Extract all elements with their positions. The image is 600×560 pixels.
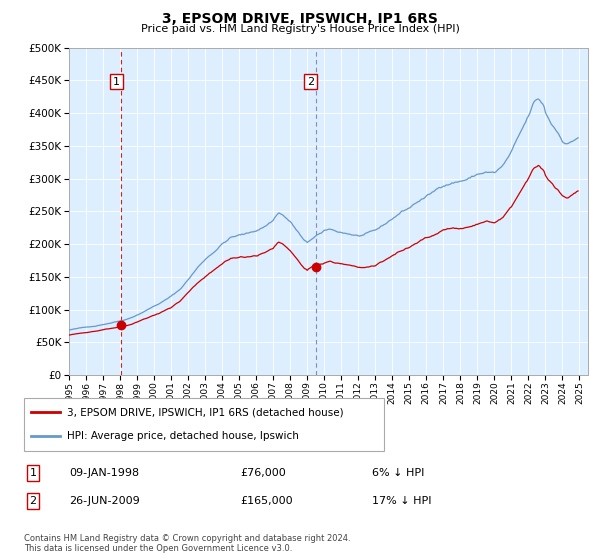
- Text: 2: 2: [307, 77, 314, 87]
- Text: 09-JAN-1998: 09-JAN-1998: [69, 468, 139, 478]
- Text: 17% ↓ HPI: 17% ↓ HPI: [372, 496, 431, 506]
- Text: £165,000: £165,000: [240, 496, 293, 506]
- Text: 6% ↓ HPI: 6% ↓ HPI: [372, 468, 424, 478]
- Text: 2: 2: [29, 496, 37, 506]
- FancyBboxPatch shape: [24, 398, 384, 451]
- Text: 3, EPSOM DRIVE, IPSWICH, IP1 6RS: 3, EPSOM DRIVE, IPSWICH, IP1 6RS: [162, 12, 438, 26]
- Text: 1: 1: [29, 468, 37, 478]
- Text: 26-JUN-2009: 26-JUN-2009: [69, 496, 140, 506]
- Text: Price paid vs. HM Land Registry's House Price Index (HPI): Price paid vs. HM Land Registry's House …: [140, 24, 460, 34]
- Text: £76,000: £76,000: [240, 468, 286, 478]
- Text: Contains HM Land Registry data © Crown copyright and database right 2024.
This d: Contains HM Land Registry data © Crown c…: [24, 534, 350, 553]
- Text: 3, EPSOM DRIVE, IPSWICH, IP1 6RS (detached house): 3, EPSOM DRIVE, IPSWICH, IP1 6RS (detach…: [67, 408, 344, 418]
- Text: 1: 1: [113, 77, 120, 87]
- Text: HPI: Average price, detached house, Ipswich: HPI: Average price, detached house, Ipsw…: [67, 431, 299, 441]
